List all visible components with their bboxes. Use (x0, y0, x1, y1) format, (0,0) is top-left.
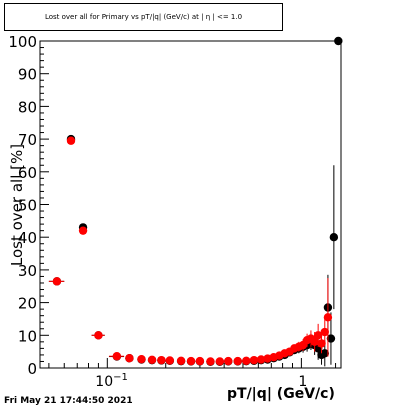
data-point (66, 136, 76, 145)
data-point (125, 353, 134, 363)
x-axis-label: pT/|q| (GeV/c) (227, 386, 335, 402)
marker (165, 356, 175, 365)
marker (66, 136, 76, 145)
data-point (108, 352, 125, 361)
data-point (317, 333, 326, 354)
marker (78, 226, 88, 235)
marker (310, 337, 319, 347)
marker (206, 357, 215, 366)
marker (249, 355, 259, 365)
marker (326, 334, 336, 343)
data-point (147, 355, 157, 365)
marker (313, 331, 323, 340)
y-tick-label: 60 (18, 164, 37, 182)
plot-frame (39, 40, 342, 369)
marker (334, 36, 343, 46)
y-tick-label: 40 (18, 229, 37, 247)
chart-title-box: Lost over all for Primary vs pT/|q| (GeV… (4, 3, 283, 31)
data-point (137, 354, 146, 364)
marker (215, 357, 225, 366)
marker (320, 349, 329, 358)
marker (137, 354, 146, 364)
timestamp: Fri May 21 17:44:50 2021 (4, 396, 133, 406)
data-point (215, 357, 225, 366)
marker (224, 356, 233, 366)
y-tick-label: 90 (18, 66, 37, 84)
data-point (157, 355, 166, 365)
data-point (78, 226, 88, 235)
data-point (334, 36, 343, 46)
data-point (326, 312, 336, 365)
chart-title: Lost over all for Primary vs pT/|q| (GeV… (44, 13, 243, 21)
y-axis-label: Lost over all [%] (8, 143, 26, 267)
data-point (48, 277, 65, 286)
marker (94, 331, 103, 340)
marker (317, 339, 326, 348)
marker (329, 233, 339, 242)
marker (52, 277, 62, 286)
data-point (242, 356, 251, 366)
data-point (206, 357, 215, 366)
data-point (249, 355, 259, 365)
marker (176, 356, 186, 366)
marker (125, 353, 134, 363)
x-tick-label: 10−1 (95, 372, 128, 390)
data-marks (48, 36, 343, 367)
marker (112, 352, 122, 361)
y-tick-label: 70 (18, 131, 37, 149)
marker (186, 356, 196, 366)
y-tick-label: 30 (18, 262, 37, 280)
data-point (165, 356, 175, 365)
data-point (320, 318, 329, 346)
marker (256, 355, 266, 364)
data-point (329, 165, 339, 310)
y-tick-label: 80 (18, 98, 37, 116)
y-tick-label: 100 (8, 33, 37, 51)
data-point (224, 356, 233, 366)
y-tick-label: 20 (18, 295, 37, 313)
y-tick-label: 10 (18, 327, 37, 345)
data-point (323, 278, 333, 357)
marker (195, 356, 205, 366)
y-tick-label: 0 (27, 360, 37, 378)
data-point (195, 356, 205, 366)
marker (157, 355, 166, 365)
marker (147, 355, 157, 365)
data-point (186, 356, 196, 366)
axis-ticks: 0 10 20 30 40 50 60 70 80 90 100 10−1 1 (8, 33, 337, 390)
data-point (91, 331, 105, 340)
data-point (256, 355, 266, 364)
data-point (233, 356, 242, 366)
y-tick-label: 50 (18, 197, 37, 215)
x-tick-label: 1 (298, 374, 307, 390)
marker (323, 313, 333, 322)
marker (242, 356, 251, 366)
data-point (176, 356, 186, 366)
marker (320, 327, 329, 337)
marker (233, 356, 242, 366)
